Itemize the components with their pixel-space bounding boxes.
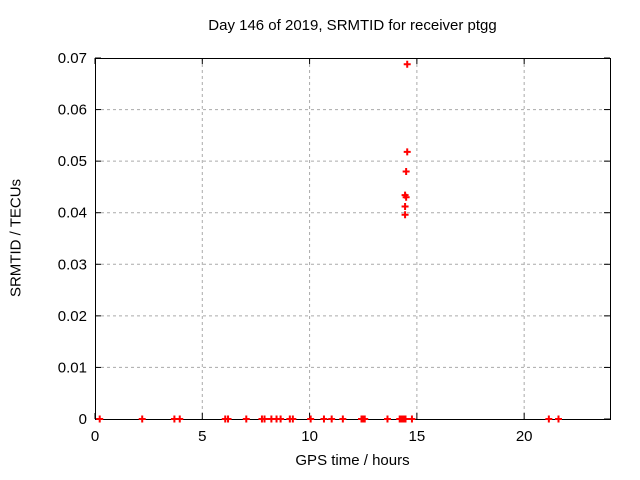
x-tick-label: 10	[301, 428, 318, 445]
y-axis-label: SRMTID / TECUs	[7, 178, 25, 298]
y-tick-label: 0.04	[58, 205, 87, 222]
x-tick-label: 5	[198, 428, 206, 445]
x-axis-label: GPS time / hours	[295, 452, 410, 469]
y-tick-label: 0.07	[58, 50, 87, 67]
data-point	[138, 415, 146, 423]
chart-title: Day 146 of 2019, SRMTID for receiver ptg…	[208, 17, 497, 34]
x-tick-label: 20	[516, 428, 533, 445]
data-point	[96, 415, 104, 423]
x-tick-label: 15	[409, 428, 426, 445]
y-tick-label: 0.03	[58, 256, 87, 273]
x-tick-label: 0	[91, 428, 99, 445]
data-point	[224, 415, 232, 423]
data-point	[383, 415, 391, 423]
data-point	[402, 193, 410, 201]
data-point	[403, 148, 411, 156]
y-tick-label: 0	[79, 411, 87, 428]
grid-lines	[95, 58, 610, 419]
y-tick-label: 0.01	[58, 359, 87, 376]
y-tick-label: 0.05	[58, 153, 87, 170]
data-point	[401, 211, 409, 219]
data-point	[328, 415, 336, 423]
y-tick-labels: 0 0.01 0.02 0.03 0.04 0.05 0.06 0.07	[58, 50, 87, 428]
plot-border	[95, 58, 611, 420]
data-point	[289, 415, 297, 423]
data-point	[545, 415, 553, 423]
x-tick-labels: 0 5 10 15 20	[91, 428, 533, 445]
y-tick-label: 0.06	[58, 102, 87, 119]
data-points	[96, 60, 562, 423]
data-point	[261, 415, 269, 423]
data-point	[307, 415, 315, 423]
data-point	[408, 415, 416, 423]
data-point	[402, 167, 410, 175]
data-point	[555, 415, 562, 423]
axes-frame	[94, 57, 611, 420]
data-point	[402, 415, 410, 423]
data-point	[361, 415, 369, 423]
y-tick-label: 0.02	[58, 308, 87, 325]
data-point	[242, 415, 250, 423]
data-point	[401, 203, 409, 211]
data-point	[320, 415, 328, 423]
data-point	[403, 60, 411, 68]
data-point	[277, 415, 285, 423]
data-point	[339, 415, 347, 423]
data-point	[176, 415, 184, 423]
